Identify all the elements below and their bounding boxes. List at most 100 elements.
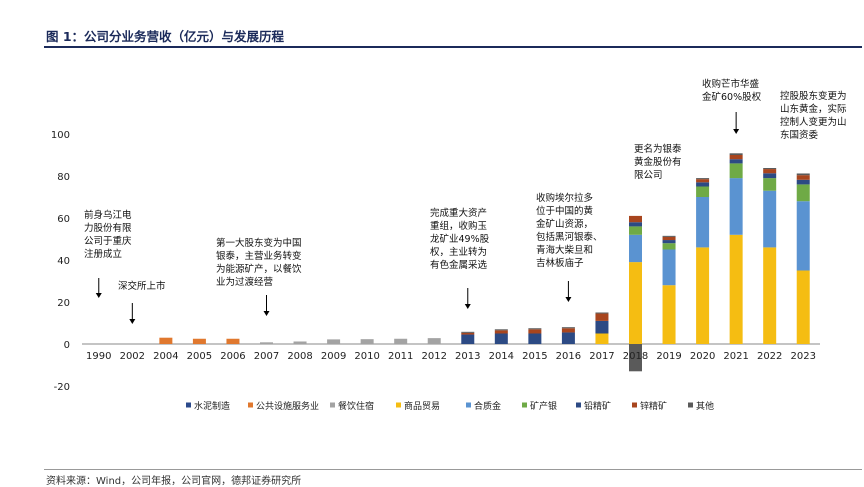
y-tick-label: 100 <box>51 130 70 141</box>
x-tick-label: 2018 <box>623 351 648 362</box>
legend-swatch <box>632 402 637 408</box>
title-divider <box>44 46 862 48</box>
bar-2017-商品贸易 <box>595 333 609 344</box>
bar-2020-铅精矿 <box>696 182 710 187</box>
bottom-divider <box>44 469 862 470</box>
bar-2023-合质金 <box>796 201 810 271</box>
bar-2014-铅精矿 <box>494 333 508 344</box>
x-tick-label: 2008 <box>287 351 312 362</box>
x-tick-label: 2023 <box>791 351 816 362</box>
bar-2018-其他 <box>629 344 642 372</box>
source-note: 资料来源：Wind，公司年报，公司官网，德邦证券研究所 <box>46 476 302 487</box>
legend-label: 餐饮住宿 <box>338 400 374 412</box>
y-tick-label: 0 <box>64 340 70 351</box>
annotation-2002: 深交所上市 <box>118 281 166 292</box>
legend-label: 公共设施服务业 <box>256 400 319 412</box>
bar-2018-商品贸易 <box>629 262 642 344</box>
bar-2019-锌精矿 <box>662 236 676 241</box>
x-tick-label: 2009 <box>321 351 346 362</box>
page-title: 图 1：公司分业务营收（亿元）与发展历程 <box>46 29 285 44</box>
annotation-2007: 第一大股东变为中国 银泰，主营业务转变 为能源矿产，以餐饮 业为过渡经营 <box>216 238 302 288</box>
x-tick-label: 2015 <box>522 351 547 362</box>
annotation-arrowhead <box>95 293 102 298</box>
legend-label: 合质金 <box>474 400 501 412</box>
x-tick-label: 2022 <box>757 351 782 362</box>
bar-2022-商品贸易 <box>763 247 777 344</box>
bar-2021-商品贸易 <box>729 234 743 344</box>
x-tick-label: 1990 <box>86 351 111 362</box>
bar-2013-铅精矿 <box>461 334 475 344</box>
bar-2018-锌精矿 <box>629 215 642 223</box>
bar-2019-其他 <box>662 235 676 237</box>
legend-label: 铅精矿 <box>584 400 611 412</box>
bar-2017-锌精矿 <box>595 313 609 321</box>
bar-2016-锌精矿 <box>561 328 575 333</box>
x-tick-label: 2014 <box>489 351 514 362</box>
annotation-2016: 收购埃尔拉多 位于中国的黄 金矿山资源， 包括黑河银泰、 青海大柴旦和 吉林板庙… <box>536 193 603 269</box>
bar-2019-商品贸易 <box>662 285 676 344</box>
legend-label: 锌精矿 <box>640 400 667 412</box>
bar-2013-锌精矿 <box>461 332 475 335</box>
annotation-2023: 控股股东变更为 山东黄金，实际 控制人变更为山 东国资委 <box>780 91 847 141</box>
y-tick-label: 40 <box>57 256 70 267</box>
bar-2009-餐饮住宿 <box>327 339 341 344</box>
annotation-2021: 收购芒市华盛 金矿60%股权 <box>702 79 762 103</box>
bar-2017-铅精矿 <box>595 320 609 334</box>
annotation-arrowhead <box>565 297 572 302</box>
x-tick-label: 2016 <box>556 351 581 362</box>
annotation-2020: 更名为银泰 黄金股份有 限公司 <box>634 144 682 181</box>
legend-swatch <box>688 402 693 408</box>
bar-2006-公共设施服务业 <box>226 338 240 344</box>
bar-2013-其他 <box>461 331 475 333</box>
x-tick-label: 2021 <box>723 351 748 362</box>
bar-2012-餐饮住宿 <box>427 338 441 344</box>
bar-2019-铅精矿 <box>662 240 676 244</box>
legend-swatch <box>330 402 335 408</box>
x-tick-label: 2002 <box>120 351 145 362</box>
bar-2004-公共设施服务业 <box>159 337 173 344</box>
x-tick-label: 2011 <box>388 351 413 362</box>
bar-2014-锌精矿 <box>494 330 508 334</box>
x-tick-label: 2006 <box>220 351 245 362</box>
bar-2010-餐饮住宿 <box>360 339 374 344</box>
bar-2016-铅精矿 <box>561 332 575 344</box>
bar-2020-商品贸易 <box>696 247 710 344</box>
x-tick-label: 2013 <box>455 351 480 362</box>
bar-2008-餐饮住宿 <box>293 341 307 344</box>
bar-2023-铅精矿 <box>796 179 810 185</box>
bar-2014-其他 <box>494 329 508 331</box>
bar-2018-铅精矿 <box>629 222 642 227</box>
legend-swatch <box>396 402 401 408</box>
bar-2021-其他 <box>729 153 743 155</box>
x-tick-label: 2007 <box>254 351 279 362</box>
bar-2022-锌精矿 <box>763 169 777 174</box>
bar-2017-其他 <box>595 312 609 314</box>
bar-2016-其他 <box>561 327 575 329</box>
bar-2021-铅精矿 <box>729 159 743 164</box>
annotation-arrowhead <box>464 304 471 309</box>
bar-2020-合质金 <box>696 197 710 248</box>
bar-2018-矿产银 <box>629 226 642 235</box>
legend-swatch <box>248 402 253 408</box>
bar-2021-矿产银 <box>729 163 743 179</box>
legend-swatch <box>576 402 581 408</box>
x-tick-label: 2019 <box>656 351 681 362</box>
legend-label: 水泥制造 <box>194 400 230 412</box>
x-tick-label: 2010 <box>354 351 379 362</box>
bar-2020-矿产银 <box>696 186 710 197</box>
annotation-1990: 前身乌江电 力股份有限 公司于重庆 注册成立 <box>84 210 132 260</box>
bar-2022-矿产银 <box>763 178 777 191</box>
bar-2023-其他 <box>796 173 810 176</box>
bar-2022-铅精矿 <box>763 173 777 179</box>
x-tick-label: 2012 <box>422 351 447 362</box>
annotation-2013: 完成重大资产 重组，收购玉 龙矿业49%股 权，主业转为 有色金属采选 <box>430 208 490 271</box>
bar-2023-商品贸易 <box>796 270 810 344</box>
annotation-arrowhead <box>733 129 740 134</box>
bar-2023-矿产银 <box>796 184 810 202</box>
y-tick-label: -20 <box>54 382 70 393</box>
bar-2020-锌精矿 <box>696 179 710 183</box>
bar-2021-合质金 <box>729 178 743 235</box>
bar-2015-其他 <box>528 328 542 330</box>
annotation-arrowhead <box>263 311 270 316</box>
legend-label: 商品贸易 <box>404 400 440 412</box>
